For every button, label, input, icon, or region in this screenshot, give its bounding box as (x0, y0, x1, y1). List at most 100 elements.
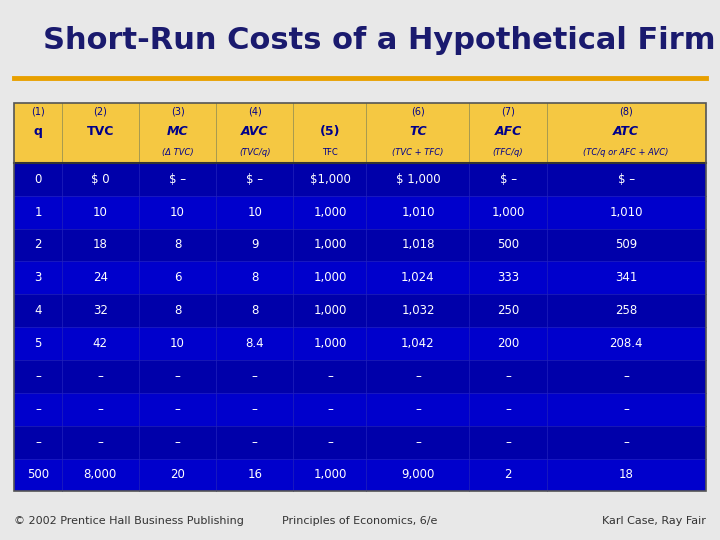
Text: 2: 2 (35, 239, 42, 252)
Text: 42: 42 (93, 337, 108, 350)
Text: $ –: $ – (169, 173, 186, 186)
Text: Karl Case, Ray Fair: Karl Case, Ray Fair (602, 516, 706, 526)
Text: (4): (4) (248, 106, 261, 117)
Text: –: – (175, 403, 181, 416)
Text: (TFC/q): (TFC/q) (492, 147, 523, 157)
Text: (TVC/q): (TVC/q) (239, 147, 271, 157)
Text: AFC: AFC (495, 125, 522, 138)
Bar (14, 294, 706, 327)
Text: 8: 8 (251, 272, 258, 285)
Text: –: – (35, 370, 41, 383)
Text: Short-Run Costs of a Hypothetical Firm: Short-Run Costs of a Hypothetical Firm (43, 26, 716, 55)
Text: 20: 20 (170, 469, 185, 482)
Text: –: – (252, 370, 258, 383)
Text: $1,000: $1,000 (310, 173, 351, 186)
Text: 6: 6 (174, 272, 181, 285)
Text: –: – (415, 436, 421, 449)
Text: –: – (97, 436, 103, 449)
Text: 18: 18 (93, 239, 108, 252)
Text: ATC: ATC (613, 125, 639, 138)
Text: 1,000: 1,000 (313, 304, 346, 317)
Text: 3: 3 (35, 272, 42, 285)
Text: 2: 2 (505, 469, 512, 482)
Text: –: – (415, 370, 421, 383)
Text: –: – (505, 436, 511, 449)
Text: (5): (5) (320, 125, 340, 138)
Text: TFC: TFC (322, 147, 338, 157)
Bar (14, 393, 706, 426)
Text: 1,024: 1,024 (401, 272, 435, 285)
Text: 250: 250 (497, 304, 519, 317)
Text: 18: 18 (618, 469, 634, 482)
Text: 8,000: 8,000 (84, 469, 117, 482)
Text: 1,000: 1,000 (313, 337, 346, 350)
Text: –: – (252, 403, 258, 416)
Text: 333: 333 (497, 272, 519, 285)
Text: –: – (35, 436, 41, 449)
Text: $ –: $ – (500, 173, 517, 186)
Text: 32: 32 (93, 304, 108, 317)
Text: Principles of Economics, 6/e: Principles of Economics, 6/e (282, 516, 438, 526)
Text: $ 1,000: $ 1,000 (396, 173, 440, 186)
Bar (14, 228, 706, 261)
Text: 24: 24 (93, 272, 108, 285)
Bar (14, 163, 706, 195)
Text: (3): (3) (171, 106, 184, 117)
Text: MC: MC (167, 125, 189, 138)
Text: TVC: TVC (86, 125, 114, 138)
Text: –: – (505, 403, 511, 416)
Text: –: – (252, 436, 258, 449)
Text: $ 0: $ 0 (91, 173, 109, 186)
Text: AVC: AVC (241, 125, 269, 138)
Text: (TVC + TFC): (TVC + TFC) (392, 147, 444, 157)
Text: –: – (35, 403, 41, 416)
Text: 8: 8 (251, 304, 258, 317)
Text: 1,010: 1,010 (401, 206, 435, 219)
Text: (Δ TVC): (Δ TVC) (162, 147, 194, 157)
Text: –: – (327, 370, 333, 383)
Text: (8): (8) (619, 106, 633, 117)
Text: 8: 8 (174, 304, 181, 317)
Bar (14, 103, 706, 491)
Text: 9,000: 9,000 (401, 469, 435, 482)
Text: –: – (97, 403, 103, 416)
Text: –: – (327, 436, 333, 449)
Text: 500: 500 (27, 469, 49, 482)
Text: 258: 258 (615, 304, 637, 317)
Text: 10: 10 (248, 206, 262, 219)
Text: 208.4: 208.4 (609, 337, 643, 350)
Text: 1,010: 1,010 (609, 206, 643, 219)
Text: –: – (505, 370, 511, 383)
Bar (14, 103, 706, 163)
Text: 10: 10 (170, 206, 185, 219)
Text: 9: 9 (251, 239, 258, 252)
Text: 0: 0 (35, 173, 42, 186)
Text: 16: 16 (247, 469, 262, 482)
Text: 1,000: 1,000 (492, 206, 525, 219)
Text: TC: TC (409, 125, 427, 138)
Text: 1,000: 1,000 (313, 206, 346, 219)
Text: –: – (624, 370, 629, 383)
Text: 10: 10 (93, 206, 108, 219)
Text: (2): (2) (94, 106, 107, 117)
Bar (14, 261, 706, 294)
Text: (7): (7) (501, 106, 515, 117)
Text: 4: 4 (35, 304, 42, 317)
Text: 1,042: 1,042 (401, 337, 435, 350)
Text: 1,000: 1,000 (313, 469, 346, 482)
Text: 1,018: 1,018 (401, 239, 435, 252)
Bar (14, 360, 706, 393)
Bar (14, 195, 706, 228)
Text: 1: 1 (35, 206, 42, 219)
Text: –: – (97, 370, 103, 383)
Text: (TC/q or AFC + AVC): (TC/q or AFC + AVC) (583, 147, 669, 157)
Text: 5: 5 (35, 337, 42, 350)
Text: 1,000: 1,000 (313, 272, 346, 285)
Text: © 2002 Prentice Hall Business Publishing: © 2002 Prentice Hall Business Publishing (14, 516, 244, 526)
Text: q: q (34, 125, 42, 138)
Text: $ –: $ – (246, 173, 264, 186)
Text: 500: 500 (497, 239, 519, 252)
Text: 1,032: 1,032 (401, 304, 435, 317)
Text: –: – (415, 403, 421, 416)
Text: 8: 8 (174, 239, 181, 252)
